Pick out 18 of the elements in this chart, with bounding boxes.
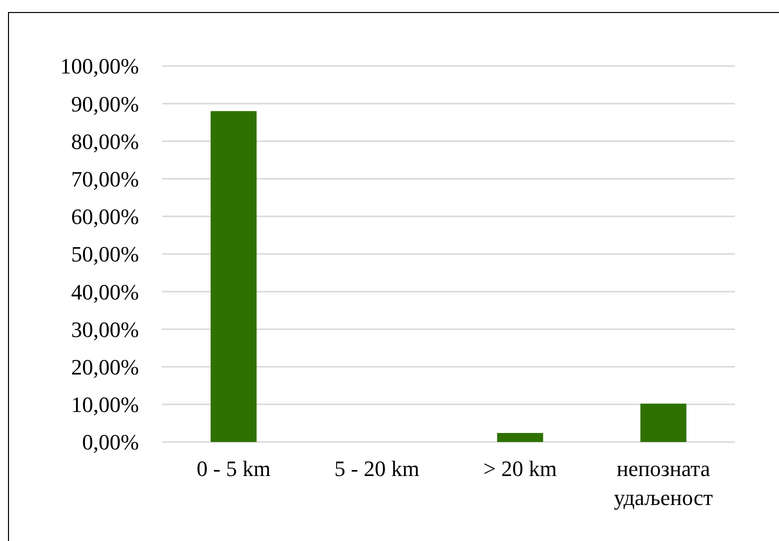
- x-tick-label: > 20 km: [483, 456, 557, 481]
- y-tick-label: 30,00%: [71, 316, 139, 342]
- x-tick-label: 5 - 20 km: [334, 456, 420, 481]
- bar: [640, 404, 686, 442]
- y-tick-label: 70,00%: [71, 166, 139, 192]
- bar: [497, 432, 544, 442]
- y-tick-label: 40,00%: [71, 279, 139, 304]
- y-tick-label: 0,00%: [82, 430, 139, 455]
- y-tick-label: 10,00%: [71, 392, 139, 418]
- y-tick-label: 90,00%: [71, 91, 139, 116]
- bar: [210, 111, 257, 442]
- y-tick-label: 60,00%: [71, 204, 139, 230]
- y-tick-label: 100,00%: [60, 54, 139, 79]
- y-tick-label: 80,00%: [71, 128, 139, 154]
- x-tick-label: 0 - 5 km: [196, 456, 271, 481]
- y-tick-label: 50,00%: [71, 242, 139, 267]
- x-tick-label: непозната удаљеност: [614, 456, 714, 510]
- y-tick-label: 20,00%: [71, 354, 139, 380]
